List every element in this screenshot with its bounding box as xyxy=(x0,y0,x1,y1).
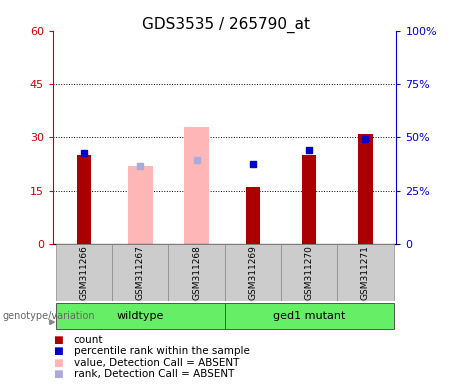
Bar xyxy=(56,244,112,301)
Text: value, Detection Call = ABSENT: value, Detection Call = ABSENT xyxy=(74,358,239,368)
Bar xyxy=(281,244,337,301)
Bar xyxy=(359,134,372,244)
Bar xyxy=(56,303,225,329)
Text: wildtype: wildtype xyxy=(117,311,164,321)
Bar xyxy=(337,244,394,301)
Bar xyxy=(128,166,153,244)
Bar xyxy=(225,244,281,301)
Text: ■: ■ xyxy=(53,358,63,368)
Text: GSM311270: GSM311270 xyxy=(305,245,313,300)
Text: ■: ■ xyxy=(53,335,63,345)
Text: count: count xyxy=(74,335,103,345)
Text: ■: ■ xyxy=(53,369,63,379)
Bar xyxy=(302,155,316,244)
Bar xyxy=(246,187,260,244)
Bar xyxy=(77,155,91,244)
Bar xyxy=(184,127,209,244)
Text: GSM311267: GSM311267 xyxy=(136,245,145,300)
Text: genotype/variation: genotype/variation xyxy=(2,311,95,321)
Text: ged1 mutant: ged1 mutant xyxy=(273,311,345,321)
Text: GSM311269: GSM311269 xyxy=(248,245,257,300)
Text: percentile rank within the sample: percentile rank within the sample xyxy=(74,346,250,356)
Text: rank, Detection Call = ABSENT: rank, Detection Call = ABSENT xyxy=(74,369,234,379)
Bar xyxy=(168,244,225,301)
Bar xyxy=(112,244,168,301)
Text: GDS3535 / 265790_at: GDS3535 / 265790_at xyxy=(142,17,310,33)
Text: GSM311268: GSM311268 xyxy=(192,245,201,300)
Polygon shape xyxy=(50,320,54,324)
Bar xyxy=(225,303,394,329)
Text: GSM311266: GSM311266 xyxy=(79,245,89,300)
Text: ■: ■ xyxy=(53,346,63,356)
Text: GSM311271: GSM311271 xyxy=(361,245,370,300)
